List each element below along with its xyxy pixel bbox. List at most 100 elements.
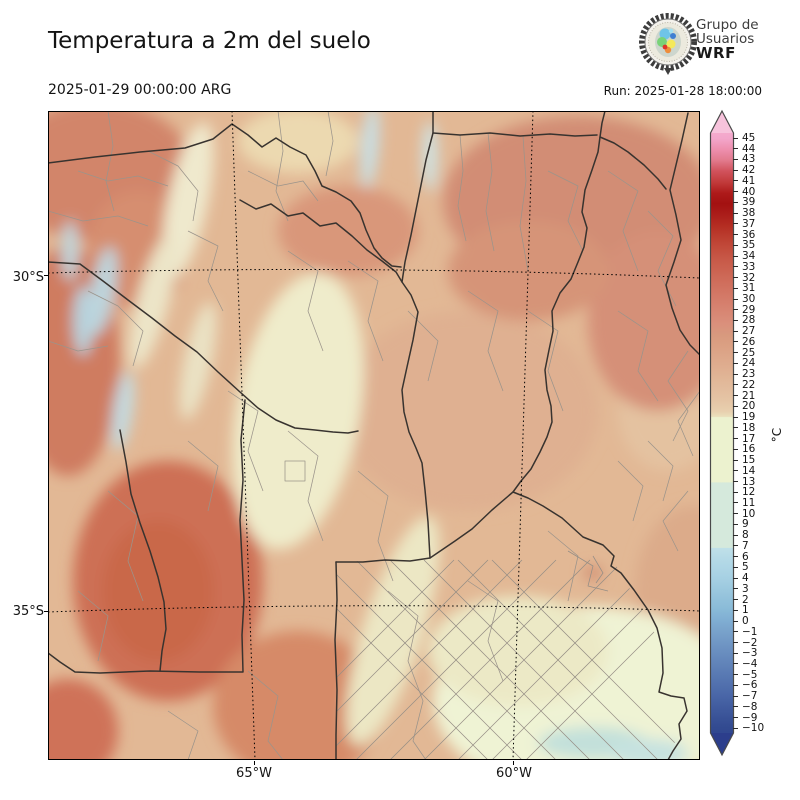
colorbar-tick: 33 — [733, 260, 777, 273]
colorbar-tick: 30 — [733, 293, 777, 306]
colorbar-tick-mark — [733, 459, 738, 461]
colorbar-tick: 3 — [733, 582, 777, 595]
map-canvas — [3, 101, 751, 796]
colorbar-tick-label: 35 — [742, 239, 756, 252]
department-boundaries — [47, 110, 701, 761]
colorbar-tick-mark — [733, 330, 738, 332]
colorbar-tick: −6 — [733, 679, 777, 692]
colorbar-tick: 37 — [733, 218, 777, 230]
colorbar-tick: −8 — [733, 700, 777, 713]
colorbar-tick-mark — [733, 684, 738, 686]
colorbar-tick-mark — [733, 341, 738, 343]
colorbar-tick: 45 — [733, 132, 777, 144]
colorbar-tick-label: −10 — [742, 722, 765, 735]
colorbar-tick: 26 — [733, 335, 777, 348]
colorbar — [698, 105, 758, 765]
colorbar-tick-mark — [733, 212, 738, 214]
colorbar-tick-mark — [733, 277, 738, 279]
colorbar-tick-label: 42 — [742, 164, 756, 177]
colorbar-tick-mark — [733, 502, 738, 504]
colorbar-tick-mark — [733, 470, 738, 472]
valid-time-label: 2025-01-29 00:00:00 ARG — [48, 82, 232, 98]
colorbar-tick-mark — [733, 674, 738, 676]
colorbar-tick-mark — [733, 352, 738, 354]
colorbar-tick: 14 — [733, 464, 777, 477]
colorbar-tick-mark — [733, 427, 738, 429]
colorbar-tick: 5 — [733, 561, 777, 574]
colorbar-tick-label: 20 — [742, 400, 756, 413]
colorbar-tick: 10 — [733, 507, 777, 520]
colorbar-tick-label: 19 — [742, 411, 756, 424]
temperature-field — [3, 101, 751, 796]
colorbar-tick: −5 — [733, 669, 777, 681]
colorbar-tick: 20 — [733, 400, 777, 413]
colorbar-over-arrow — [710, 111, 734, 133]
colorbar-tick-mark — [733, 566, 738, 568]
colorbar-tick-mark — [733, 416, 738, 418]
colorbar-tick: 44 — [733, 143, 777, 155]
colorbar-tick-label: 15 — [742, 454, 756, 467]
colorbar-tick-label: 11 — [742, 496, 756, 509]
colorbar-tick-label: −8 — [742, 700, 758, 713]
colorbar-tick-mark — [733, 384, 738, 386]
run-time-label: Run: 2025-01-28 18:00:00 — [603, 84, 762, 98]
colorbar-tick-mark — [733, 266, 738, 268]
colorbar-tick: 15 — [733, 454, 777, 467]
colorbar-tick-mark — [733, 448, 738, 450]
colorbar-tick: 29 — [733, 303, 777, 316]
colorbar-tick-label: −9 — [742, 711, 758, 724]
colorbar-tick: 28 — [733, 314, 777, 326]
lon-label-65w: 65°W — [236, 766, 272, 781]
colorbar-tick-mark — [733, 234, 738, 236]
colorbar-tick: 18 — [733, 422, 777, 434]
colorbar-tick-label: 31 — [742, 282, 756, 295]
colorbar-tick: 27 — [733, 325, 777, 338]
colorbar-tick-mark — [733, 727, 738, 729]
colorbar-tick: 39 — [733, 196, 777, 208]
colorbar-tick-label: 14 — [742, 464, 756, 477]
colorbar-tick-label: 10 — [742, 507, 756, 520]
colorbar-tick: 22 — [733, 379, 777, 391]
colorbar-tick: 40 — [733, 186, 777, 198]
colorbar-tick-mark — [733, 438, 738, 440]
colorbar-tick-mark — [733, 395, 738, 397]
colorbar-tick-label: −6 — [742, 679, 758, 692]
colorbar-tick: −2 — [733, 636, 777, 649]
colorbar-tick-mark — [733, 309, 738, 311]
colorbar-tick: 6 — [733, 550, 777, 563]
colorbar-tick-mark — [733, 523, 738, 525]
colorbar-tick: −9 — [733, 711, 777, 724]
colorbar-tick-label: −3 — [742, 647, 758, 660]
colorbar-tick-label: 27 — [742, 325, 756, 338]
colorbar-tick-label: 33 — [742, 260, 756, 273]
colorbar-tick-label: 41 — [742, 174, 756, 187]
colorbar-tick-mark — [733, 298, 738, 300]
colorbar-tick-mark — [733, 534, 738, 536]
colorbar-tick-mark — [733, 545, 738, 547]
colorbar-tick-label: 12 — [742, 486, 756, 499]
colorbar-tick-label: 30 — [742, 293, 756, 306]
colorbar-tick: −7 — [733, 690, 777, 702]
colorbar-tick: 7 — [733, 539, 777, 552]
colorbar-tick-label: 6 — [742, 550, 749, 563]
colorbar-tick-label: 26 — [742, 335, 756, 348]
colorbar-tick-mark — [733, 588, 738, 590]
colorbar-tick-mark — [733, 695, 738, 697]
colorbar-tick-label: 29 — [742, 303, 756, 316]
colorbar-under-arrow — [710, 733, 734, 755]
colorbar-tick-label: −2 — [742, 636, 758, 649]
colorbar-tick-label: 23 — [742, 368, 756, 381]
colorbar-tick-mark — [733, 491, 738, 493]
colorbar-tick: −10 — [733, 722, 777, 735]
colorbar-tick-label: 4 — [742, 572, 749, 585]
colorbar-tick-mark — [733, 158, 738, 160]
province-boundaries — [47, 110, 701, 761]
colorbar-tick-label: 3 — [742, 582, 749, 595]
colorbar-tick-mark — [733, 663, 738, 665]
logo-line2: Usuarios — [696, 31, 755, 48]
colorbar-tick-label: 5 — [742, 561, 749, 574]
colorbar-tick-label: 7 — [742, 539, 749, 552]
colorbar-tick-mark — [733, 191, 738, 193]
colorbar-tick-label: 21 — [742, 389, 756, 402]
colorbar-tick: −3 — [733, 647, 777, 660]
